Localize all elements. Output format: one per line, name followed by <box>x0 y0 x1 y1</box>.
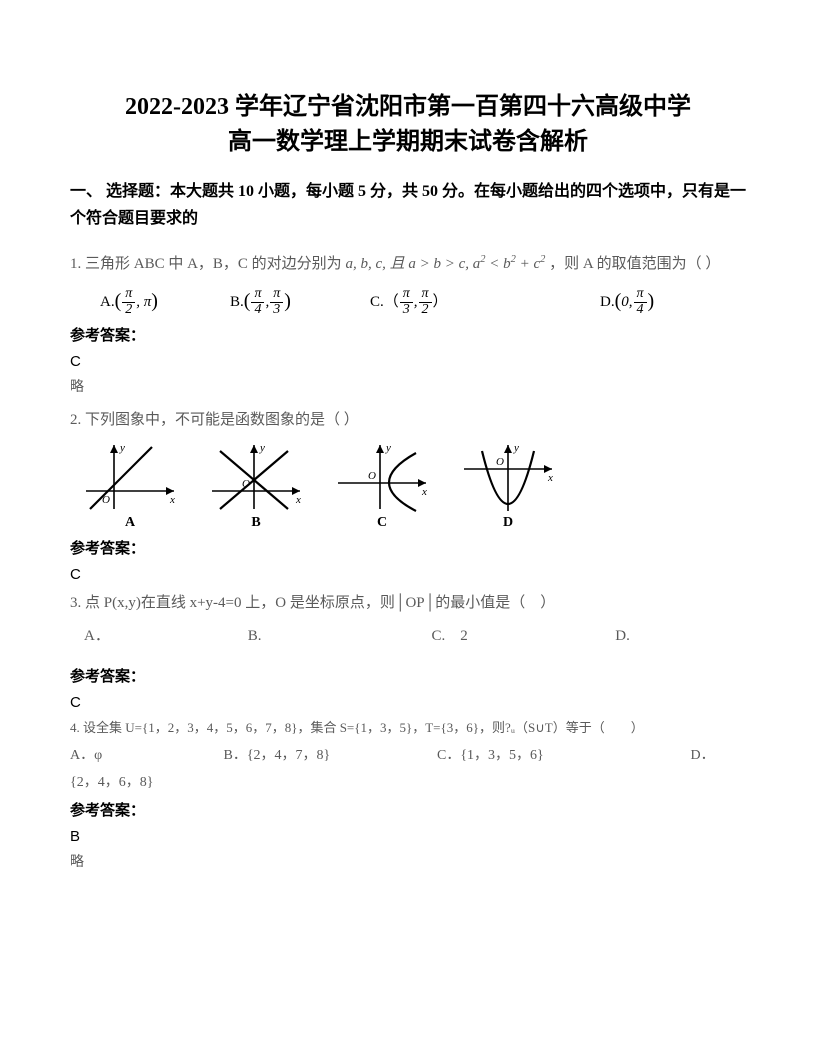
q3-stem: 3. 点 P(x,y)在直线 x+y-4=0 上，O 是坐标原点，则│OP│的最… <box>70 589 746 618</box>
title-line-1: 2022-2023 学年辽宁省沈阳市第一百第四十六高级中学 <box>125 94 691 120</box>
q4-answer: B <box>70 828 746 845</box>
q3-answer-label: 参考答案： <box>70 665 746 686</box>
q1-answer: C <box>70 353 746 370</box>
svg-text:x: x <box>295 494 301 506</box>
q3-opt-b: B. <box>248 622 428 651</box>
q3-answer: C <box>70 694 746 711</box>
q1-opt-c-close: ） <box>433 292 448 313</box>
svg-text:y: y <box>513 442 519 454</box>
svg-text:O: O <box>496 456 504 468</box>
q4-options: A．φ B．{2，4，7，8} C．{1，3，5，6} D． {2，4，6，8} <box>70 743 746 796</box>
title-line-2: 高一数学理上学期期末试卷含解析 <box>228 129 588 155</box>
graph-c-label: C <box>377 515 387 531</box>
q3-opt-d: D. <box>615 622 630 651</box>
q1-opt-c-label: C.（ <box>370 292 399 313</box>
svg-text:x: x <box>547 472 553 484</box>
q1-opt-d: D. (0,π4) <box>600 287 654 317</box>
graph-b-label: B <box>251 515 260 531</box>
svg-text:y: y <box>385 442 391 454</box>
page: 2022-2023 学年辽宁省沈阳市第一百第四十六高级中学 高一数学理上学期期末… <box>0 0 816 921</box>
svg-text:x: x <box>421 486 427 498</box>
graph-d-label: D <box>503 515 513 531</box>
section-heading: 一、 选择题：本大题共 10 小题，每小题 5 分，共 50 分。在每小题给出的… <box>70 178 746 232</box>
q4-stem: 4. 设全集 U={1，2，3，4，5，6，7，8}，集合 S={1，3，5}，… <box>70 717 746 739</box>
q1-opt-d-label: D. <box>600 292 615 313</box>
q4-opt-d-prefix: D． <box>691 743 715 770</box>
svg-text:x: x <box>169 494 175 506</box>
q2-graphs: x y O A x y O B <box>80 439 746 531</box>
graph-b: x y O B <box>206 439 306 531</box>
q4-opt-b: B．{2，4，7，8} <box>224 743 434 770</box>
q3-opt-c: C. 2 <box>432 622 612 651</box>
q4-opt-d: {2，4，6，8} <box>70 770 153 797</box>
q1-note: 略 <box>70 376 746 396</box>
q1-opt-c: C.（ π3,π2 ） <box>370 287 600 317</box>
graph-c: x y O C <box>332 439 432 531</box>
q1-opt-a-label: A. <box>100 292 115 313</box>
q4-answer-label: 参考答案： <box>70 799 746 820</box>
q1-opt-b-label: B. <box>230 292 244 313</box>
svg-text:y: y <box>119 442 125 454</box>
q2-stem: 2. 下列图象中，不可能是函数图象的是（ ） <box>70 406 746 435</box>
q1-math1: a, b, c, 且 a > b > c, <box>345 256 469 272</box>
q3-opt-a: A． <box>84 622 244 651</box>
q4-opt-a: A．φ <box>70 743 220 770</box>
q1-answer-label: 参考答案： <box>70 324 746 345</box>
q4-note: 略 <box>70 851 746 871</box>
graph-d: x y O D <box>458 439 558 531</box>
q4-opt-c: C．{1，3，5，6} <box>437 743 687 770</box>
q1-stem: 1. 三角形 ABC 中 A，B，C 的对边分别为 a, b, c, 且 a >… <box>70 250 746 279</box>
q1-opt-a: A. (π2, π) <box>70 287 230 317</box>
q1-post: ，则 A 的取值范围为（ ） <box>549 256 720 272</box>
doc-title: 2022-2023 学年辽宁省沈阳市第一百第四十六高级中学 高一数学理上学期期末… <box>70 90 746 160</box>
q1-math2: a2 < b2 + c2 <box>473 256 546 272</box>
q3-options: A． B. C. 2 D. <box>70 622 746 651</box>
svg-text:O: O <box>368 470 376 482</box>
q2-answer: C <box>70 566 746 583</box>
svg-text:y: y <box>259 442 265 454</box>
q1-options: A. (π2, π) B. (π4,π3) C.（ π3,π2 ） D. (0,… <box>70 287 746 317</box>
q1-pre: 1. 三角形 ABC 中 A，B，C 的对边分别为 <box>70 256 342 272</box>
q1-opt-b: B. (π4,π3) <box>230 287 370 317</box>
graph-a: x y O A <box>80 439 180 531</box>
graph-a-label: A <box>125 515 135 531</box>
q2-answer-label: 参考答案： <box>70 537 746 558</box>
